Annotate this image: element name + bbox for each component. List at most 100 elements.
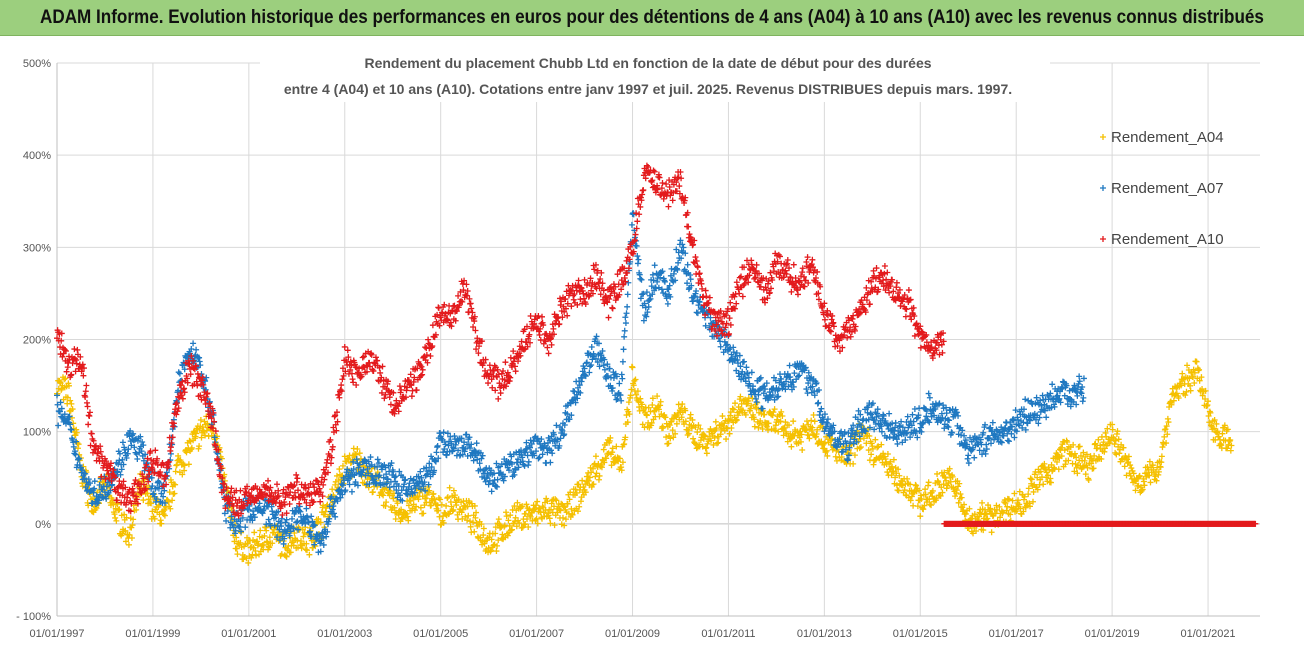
data-point xyxy=(459,506,466,513)
data-point xyxy=(697,425,704,432)
data-point xyxy=(394,500,401,507)
data-point xyxy=(64,394,71,401)
data-point xyxy=(413,503,420,510)
data-point xyxy=(506,522,513,529)
data-point xyxy=(185,461,192,468)
data-point xyxy=(707,425,714,432)
data-point xyxy=(573,489,580,496)
data-point xyxy=(613,443,620,450)
chart-background xyxy=(0,36,1304,655)
data-point xyxy=(260,541,267,548)
data-point xyxy=(302,546,309,553)
data-point xyxy=(464,517,471,524)
data-point xyxy=(569,511,576,518)
data-point xyxy=(719,413,726,420)
data-point xyxy=(428,502,435,509)
data-point xyxy=(665,440,672,447)
data-point xyxy=(511,503,518,510)
data-point xyxy=(670,434,677,441)
data-point xyxy=(492,530,499,537)
data-point xyxy=(438,501,445,508)
data-point xyxy=(765,427,772,434)
report-banner-title: ADAM Informe. Evolution historique des p… xyxy=(40,6,1264,28)
data-point xyxy=(436,513,443,520)
data-point xyxy=(161,512,168,519)
data-point xyxy=(462,513,469,520)
data-point xyxy=(248,554,255,561)
data-point xyxy=(471,502,478,509)
data-point xyxy=(237,539,244,546)
data-point xyxy=(130,516,137,523)
data-point xyxy=(125,541,132,548)
data-point xyxy=(586,474,593,481)
data-point xyxy=(666,422,673,429)
data-point xyxy=(67,397,74,404)
data-point xyxy=(437,496,444,503)
data-point xyxy=(249,551,256,558)
data-point xyxy=(495,537,502,544)
data-point xyxy=(69,406,76,413)
data-point xyxy=(231,538,238,545)
data-point xyxy=(356,450,363,457)
data-point xyxy=(629,364,636,371)
data-point xyxy=(461,502,468,509)
data-point xyxy=(233,534,240,541)
data-point xyxy=(503,513,510,520)
data-point xyxy=(197,417,204,424)
data-point xyxy=(603,455,610,462)
data-point xyxy=(625,399,632,406)
data-point xyxy=(251,529,258,536)
data-point xyxy=(129,522,136,529)
data-point xyxy=(645,404,652,411)
data-point xyxy=(714,440,721,447)
data-point xyxy=(712,418,719,425)
data-point xyxy=(398,506,405,513)
data-point xyxy=(317,519,324,526)
data-point xyxy=(582,481,589,488)
data-point xyxy=(181,467,188,474)
x-tick-label: 01/01/2009 xyxy=(605,628,660,640)
data-point xyxy=(392,515,399,522)
data-point xyxy=(726,430,733,437)
x-tick-label: 01/01/2003 xyxy=(317,628,372,640)
data-point xyxy=(492,524,499,531)
data-point xyxy=(579,477,586,484)
data-point xyxy=(619,459,626,466)
data-point xyxy=(171,490,178,497)
data-point xyxy=(634,388,641,395)
data-point xyxy=(682,418,689,425)
data-point xyxy=(585,469,592,476)
data-point xyxy=(648,419,655,426)
data-point xyxy=(488,536,495,543)
data-point xyxy=(411,507,418,514)
data-point xyxy=(126,531,133,538)
data-point xyxy=(283,553,290,560)
x-tick-label: 01/01/2001 xyxy=(221,628,276,640)
data-point xyxy=(779,413,786,420)
data-point xyxy=(505,517,512,524)
data-point xyxy=(654,393,661,400)
data-point xyxy=(765,420,772,427)
data-point xyxy=(417,504,424,511)
data-point xyxy=(560,503,567,510)
data-point xyxy=(140,497,147,504)
data-point xyxy=(200,428,207,435)
data-point xyxy=(144,490,151,497)
data-point xyxy=(172,468,179,475)
data-point xyxy=(609,445,616,452)
data-point xyxy=(777,418,784,425)
data-point xyxy=(303,547,310,554)
data-point xyxy=(345,456,352,463)
data-point xyxy=(504,532,511,539)
data-point xyxy=(757,417,764,424)
data-point xyxy=(770,409,777,416)
data-point xyxy=(534,520,541,527)
data-point xyxy=(518,525,525,532)
data-point xyxy=(695,422,702,429)
y-tick-label: 400% xyxy=(23,150,51,162)
data-point xyxy=(627,392,634,399)
data-point xyxy=(649,401,656,408)
data-point xyxy=(678,414,685,421)
data-point xyxy=(566,496,573,503)
data-point xyxy=(643,412,650,419)
